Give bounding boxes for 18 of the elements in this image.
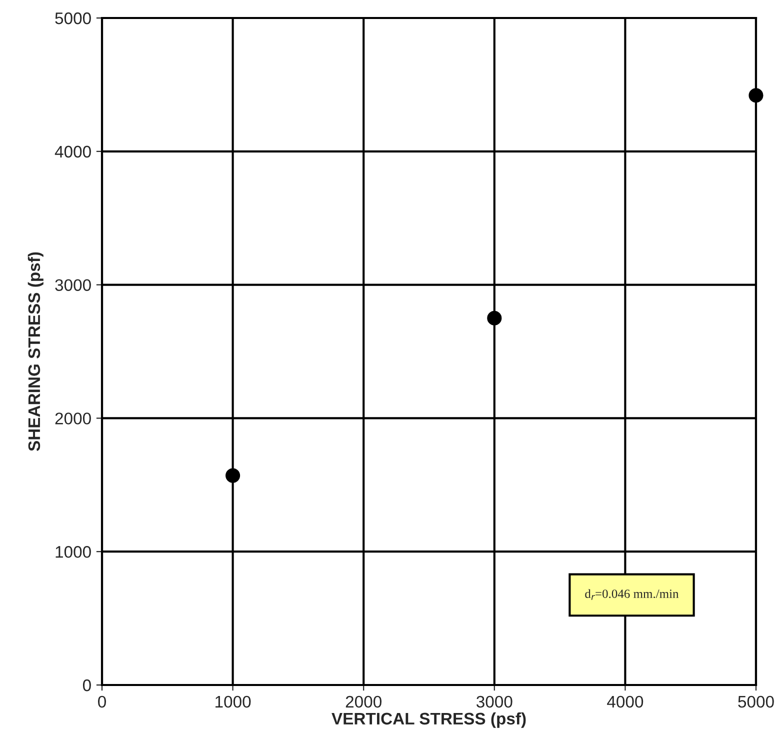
y-tick-label: 0 [82,679,91,692]
point [487,310,502,326]
x-tick-label: 2000 [346,696,382,708]
x-tick-label: 4000 [607,696,644,708]
y-tick-label: 4000 [54,146,91,158]
y-tick-label: 2000 [55,412,91,424]
x-tick-label: 1000 [216,696,251,708]
x-axis-title: VERTICAL STRESS (psf) [332,712,526,728]
y-tick-label: 1000 [56,546,91,558]
y-tick-label: 5000 [55,12,91,24]
x-tick-label: 5000 [738,696,774,708]
annotation: d$_{r}$=0.046 mm./min [585,589,679,600]
y-tick-label: 3000 [55,279,91,292]
point [748,88,764,103]
y-axis-title: SHEARING STRESS (psf) [28,252,44,452]
x-tick-label: 3000 [476,696,512,708]
point [226,468,240,483]
x-tick-label: 0 [98,696,106,708]
